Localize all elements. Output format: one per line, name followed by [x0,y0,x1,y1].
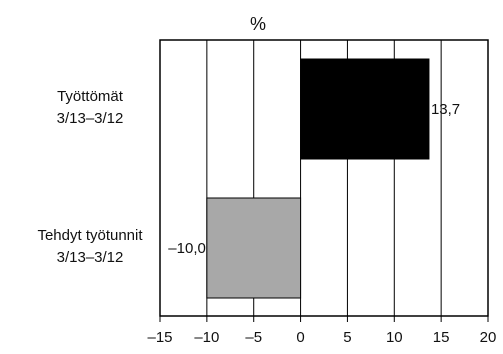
data-label: –10,0 [168,240,206,257]
x-axis-ticks: –15 –10 –5 0 5 10 15 20 [147,316,496,346]
x-tick-label: 10 [386,329,403,346]
category-period: 3/13–3/12 [57,249,124,266]
x-tick-label: –15 [147,329,172,346]
category-label: Työttömät [57,88,124,105]
category-period: 3/13–3/12 [57,110,124,127]
bar-1 [206,197,302,299]
bars [206,58,430,299]
category-label: Tehdyt työtunnit [37,227,143,244]
x-tick-label: –5 [245,329,262,346]
plot-frame [159,39,489,317]
data-label: 13,7 [431,101,460,118]
unit-label: % [250,14,266,34]
x-tick-label: 20 [480,329,497,346]
x-tick-label: 0 [296,329,304,346]
category-labels: Työttömät 3/13–3/12 Tehdyt työtunnit 3/13–3… [37,88,143,266]
bar-0 [300,58,430,160]
data-labels: 13,7 –10,0 [168,101,460,257]
x-tick-label: –10 [194,329,219,346]
x-tick-label: 15 [433,329,450,346]
x-tick-label: 5 [343,329,351,346]
